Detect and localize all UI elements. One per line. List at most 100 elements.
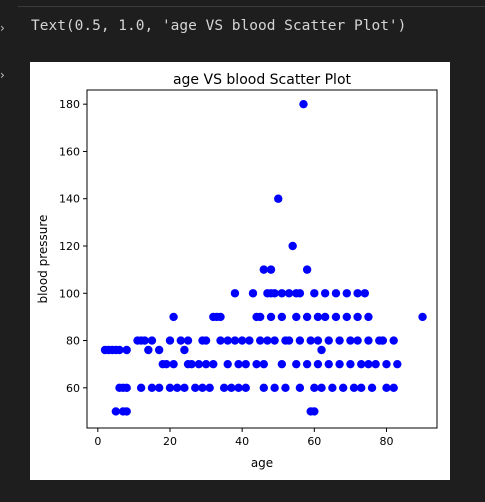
- scatter-point: [252, 359, 261, 369]
- scatter-point: [317, 345, 326, 355]
- y-tick-label: 180: [59, 98, 80, 111]
- scatter-chart: age VS blood Scatter Plot 0 20 40 60 80 60 80…: [36, 72, 438, 470]
- y-tick-label: 160: [59, 145, 80, 158]
- scatter-points: [100, 99, 427, 416]
- scatter-point: [346, 359, 355, 369]
- scatter-point: [205, 383, 214, 393]
- x-tick-label: 40: [235, 435, 249, 448]
- scatter-point: [266, 265, 276, 274]
- scatter-point: [241, 359, 250, 369]
- scatter-point: [389, 383, 398, 393]
- x-axis: 0 20 40 60 80: [94, 428, 393, 448]
- scatter-point: [320, 312, 330, 322]
- scatter-point: [324, 336, 333, 345]
- scatter-point: [234, 359, 243, 369]
- scatter-point: [230, 336, 240, 345]
- scatter-point: [353, 336, 362, 345]
- scatter-point: [367, 383, 377, 393]
- scatter-point: [382, 359, 391, 369]
- x-tick-label: 0: [94, 435, 101, 448]
- scatter-point: [302, 359, 312, 369]
- plot-frame: [86, 89, 438, 429]
- scatter-point: [317, 383, 326, 393]
- scatter-point: [364, 336, 373, 345]
- y-axis-label: blood pressure: [36, 215, 50, 304]
- scatter-point: [342, 289, 351, 298]
- scatter-point: [353, 289, 362, 298]
- scatter-point: [201, 336, 211, 345]
- scatter-point: [335, 336, 344, 345]
- scatter-point: [277, 289, 287, 298]
- scatter-point: [259, 265, 269, 274]
- scatter-point: [122, 407, 131, 416]
- scatter-point: [364, 312, 373, 322]
- scatter-point: [281, 383, 290, 393]
- scatter-point: [255, 336, 265, 345]
- chevron-right-icon[interactable]: ›: [0, 21, 5, 35]
- scatter-point: [310, 289, 319, 298]
- scatter-point: [346, 336, 355, 345]
- y-tick-label: 80: [66, 335, 80, 348]
- scatter-point: [288, 241, 297, 251]
- scatter-point: [187, 359, 196, 369]
- scatter-point: [237, 336, 247, 345]
- x-axis-label: age: [251, 456, 273, 470]
- scatter-point: [357, 359, 366, 369]
- scatter-point: [371, 359, 380, 369]
- scatter-point: [147, 336, 157, 345]
- scatter-point: [248, 289, 258, 298]
- scatter-point: [216, 336, 225, 345]
- scatter-point: [313, 312, 323, 322]
- x-tick-label: 80: [379, 435, 393, 448]
- scatter-point: [180, 345, 189, 355]
- scatter-point: [263, 336, 272, 345]
- scatter-point: [234, 383, 243, 393]
- scatter-point: [122, 383, 131, 393]
- scatter-point: [331, 289, 341, 298]
- scatter-point: [122, 345, 131, 355]
- scatter-point: [382, 383, 391, 393]
- scatter-point: [223, 336, 232, 345]
- scatter-point: [338, 383, 348, 393]
- scatter-point: [255, 312, 265, 322]
- scatter-point: [270, 289, 279, 298]
- scatter-point: [324, 359, 333, 369]
- plot-output: age VS blood Scatter Plot 0 20 40 60 80 60 80…: [30, 62, 450, 480]
- scatter-point: [227, 383, 236, 393]
- scatter-point: [219, 383, 229, 393]
- scatter-point: [147, 383, 157, 393]
- scatter-point: [295, 383, 305, 393]
- scatter-point: [313, 336, 323, 345]
- y-tick-label: 120: [59, 240, 80, 253]
- scatter-point: [393, 359, 402, 369]
- scatter-point: [165, 383, 175, 393]
- scatter-point: [310, 383, 319, 393]
- scatter-point: [349, 383, 359, 393]
- scatter-point: [302, 265, 312, 274]
- scatter-point: [299, 99, 308, 109]
- scatter-point: [335, 359, 344, 369]
- scatter-point: [270, 336, 279, 345]
- scatter-point: [241, 383, 250, 393]
- scatter-point: [274, 194, 283, 203]
- scatter-point: [169, 359, 178, 369]
- scatter-point: [136, 383, 146, 393]
- scatter-point: [154, 345, 164, 355]
- output-repr-text: Text(0.5, 1.0, 'age VS blood Scatter Plo…: [31, 18, 407, 34]
- scatter-point: [259, 383, 269, 393]
- scatter-point: [284, 289, 294, 298]
- chart-title: age VS blood Scatter Plot: [173, 72, 352, 88]
- scatter-point: [310, 407, 319, 416]
- scatter-point: [295, 289, 305, 298]
- x-tick-label: 20: [163, 435, 177, 448]
- scatter-point: [295, 336, 305, 345]
- y-tick-label: 100: [59, 287, 80, 300]
- chevron-right-icon[interactable]: ›: [0, 68, 5, 82]
- x-tick-label: 60: [307, 435, 321, 448]
- scatter-point: [353, 312, 362, 322]
- scatter-point: [364, 359, 373, 369]
- scatter-point: [389, 336, 398, 345]
- scatter-point: [342, 312, 351, 322]
- scatter-point: [418, 312, 427, 322]
- cell-top-border: [18, 0, 485, 7]
